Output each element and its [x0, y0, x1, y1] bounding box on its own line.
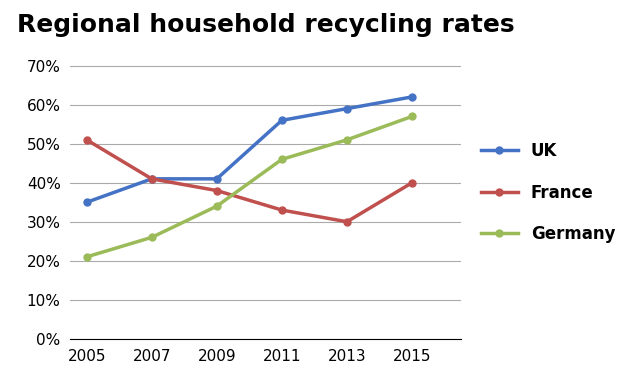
Title: Regional household recycling rates: Regional household recycling rates — [17, 13, 515, 37]
UK — [148, 177, 156, 181]
Line: France: France — [83, 136, 415, 225]
UK — [278, 118, 285, 123]
France — [278, 208, 285, 213]
France — [148, 177, 156, 181]
Germany — [408, 114, 416, 119]
Germany — [213, 204, 221, 208]
France — [213, 188, 221, 193]
France — [83, 137, 90, 142]
Line: UK: UK — [83, 94, 415, 206]
UK — [83, 200, 90, 204]
France — [343, 219, 351, 224]
Germany — [83, 254, 90, 259]
Germany — [148, 235, 156, 240]
Germany — [278, 157, 285, 162]
Legend: UK, France, Germany: UK, France, Germany — [481, 142, 615, 243]
UK — [343, 106, 351, 111]
Line: Germany: Germany — [83, 113, 415, 260]
UK — [213, 177, 221, 181]
Germany — [343, 137, 351, 142]
France — [408, 181, 416, 185]
UK — [408, 95, 416, 99]
